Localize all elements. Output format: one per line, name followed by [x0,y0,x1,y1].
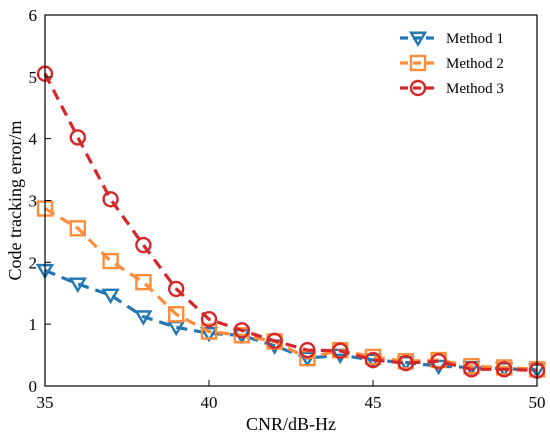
legend-marker-method-3 [400,79,436,97]
legend-marker [408,31,428,48]
data-point-method-1 [68,277,87,293]
legend-item-method-1: Method 1 [400,31,504,48]
data-point-method-1 [134,310,153,326]
legend-item-method-2: Method 2 [400,54,504,72]
data-point-method-2 [167,306,185,323]
y-tick-label: 1 [29,315,38,334]
legend-item-method-3: Method 3 [400,79,504,97]
y-tick-label: 3 [29,192,38,211]
data-point-method-2 [69,220,87,237]
y-tick-label: 5 [29,68,38,87]
series-line-method-1 [44,268,538,372]
legend-marker [409,54,427,72]
data-point-method-2 [135,273,152,291]
data-point-method-3 [397,354,414,372]
data-point-method-3 [463,361,480,378]
data-point-method-3 [299,341,316,359]
data-point-method-2 [233,327,251,344]
data-point-method-3 [102,191,119,208]
data-point-method-3 [496,361,513,378]
y-axis-label: Code tracking error/m [5,121,25,281]
series-method-3 [36,65,546,379]
data-point-method-3 [364,351,382,369]
legend-marker [409,79,427,97]
data-point-method-3 [69,129,87,146]
series-layer [35,65,547,379]
y-tick-label: 6 [29,6,38,25]
series-line-method-2 [44,207,538,371]
legend: Method 1 Method 2 Method 3 [400,31,504,97]
x-tick-label: 45 [365,393,382,412]
data-point-method-3 [200,311,218,328]
legend-label-method-1: Method 1 [446,31,504,47]
data-point-method-3 [266,332,283,350]
legend-marker-method-2 [400,54,436,72]
data-point-method-3 [135,236,152,254]
y-tick-label: 4 [29,130,38,149]
data-point-method-3 [233,322,251,339]
data-point-method-3 [430,353,447,370]
x-tick-label: 50 [529,393,546,412]
x-tick-label: 40 [201,393,218,412]
data-point-method-3 [167,280,185,298]
data-point-method-2 [200,323,218,340]
y-tick-label: 2 [29,253,38,272]
data-point-method-3 [332,342,349,359]
series-line-method-3 [43,72,538,373]
data-point-method-2 [102,252,119,270]
data-point-method-1 [199,326,219,343]
x-axis-label: CNR/dB-Hz [246,414,336,434]
x-tick-label: 35 [37,393,54,412]
legend-label-method-3: Method 3 [446,81,504,97]
legend-label-method-2: Method 2 [446,56,504,72]
y-tick-label: 0 [29,377,38,396]
data-point-method-1 [101,288,120,305]
legend-marker-method-1 [400,31,436,48]
